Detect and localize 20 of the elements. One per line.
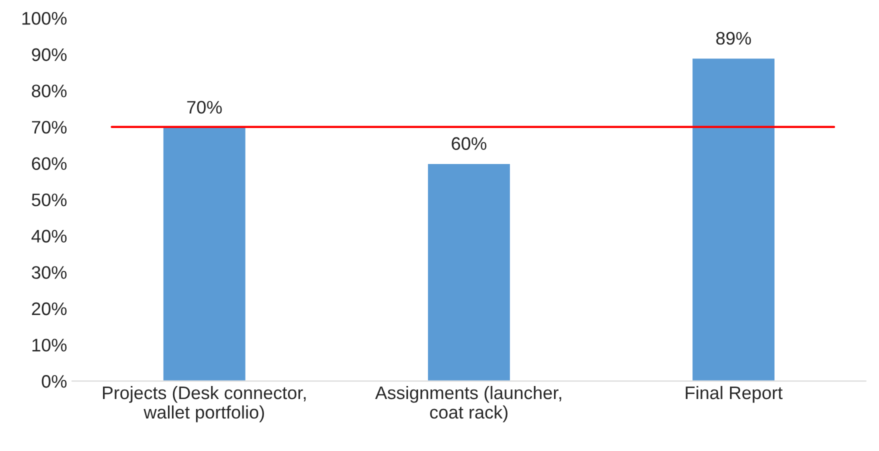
y-tick-label: 100% (22, 12, 67, 25)
data-label: 60% (452, 137, 486, 150)
y-tick-label: 70% (32, 120, 67, 134)
data-label: 89% (716, 32, 751, 45)
y-tick-label: 20% (32, 302, 67, 316)
y-tick-label: 80% (32, 84, 67, 98)
bar (162, 126, 247, 382)
y-tick-label: 90% (32, 48, 67, 62)
x-tick-label: Assignments (launcher, coat rack) (375, 386, 562, 422)
y-tick-label: 50% (32, 194, 67, 206)
y-tick-label: 0% (42, 375, 67, 388)
y-tick-label: 60% (32, 157, 67, 170)
bar (691, 57, 776, 382)
x-tick-label: Final Report (686, 386, 783, 403)
bar (426, 162, 512, 382)
data-label: 70% (187, 100, 222, 114)
y-tick-label: 10% (32, 338, 67, 352)
y-tick-label: 30% (32, 266, 67, 279)
y-tick-label: 40% (31, 230, 67, 243)
x-tick-label: Projects (Desk connector, wallet portfolio) (102, 386, 306, 422)
